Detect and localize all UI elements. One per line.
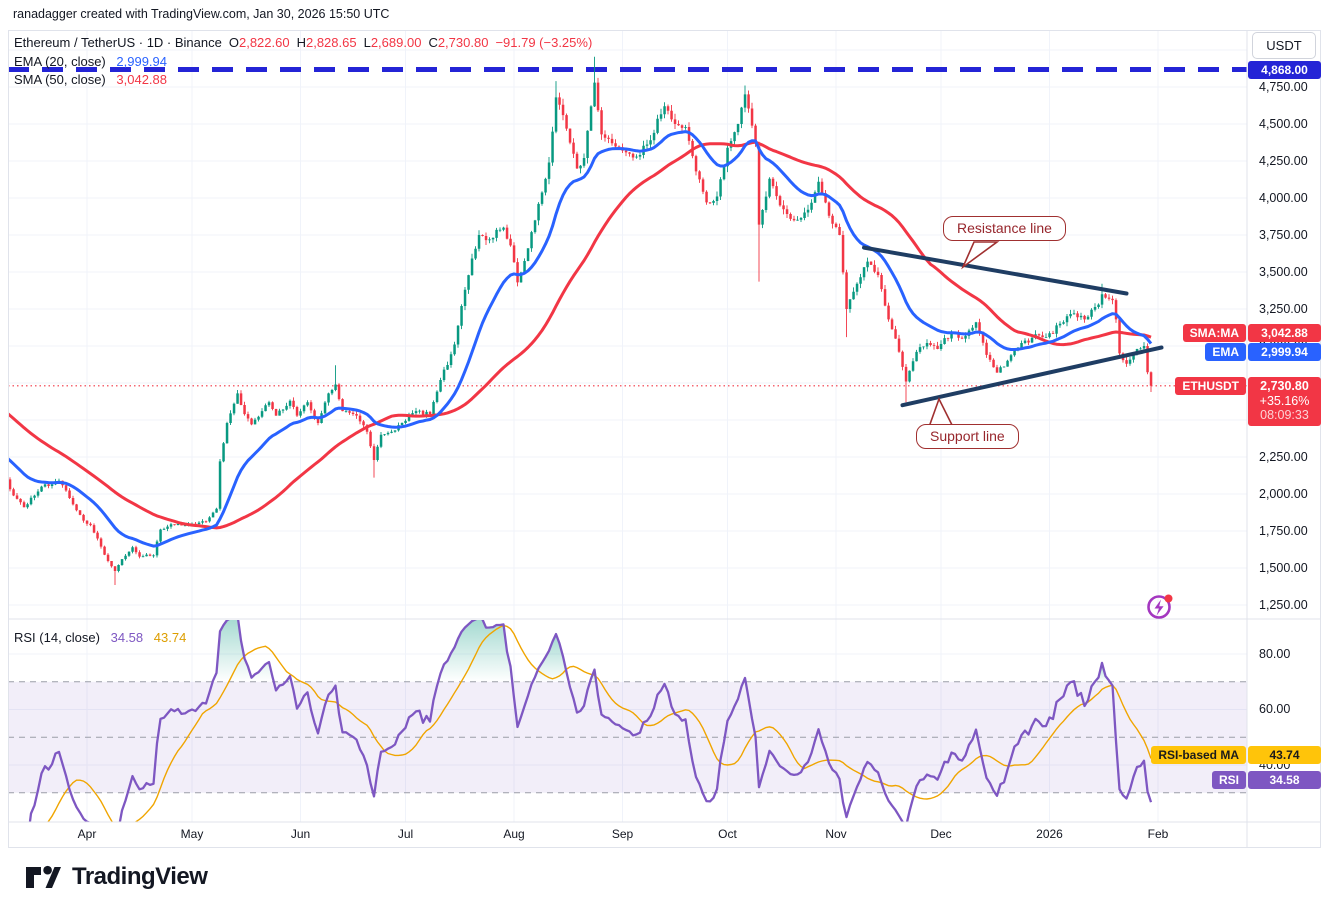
rsi-overbought-fill	[212, 620, 274, 682]
ema-line	[8, 130, 1153, 548]
resistance-bubble-tail	[961, 241, 1000, 270]
support-bubble-tail	[927, 396, 955, 428]
candles-up-wicks	[27, 56, 1145, 573]
candles-down-bodies	[8, 82, 1153, 571]
tradingview-logo[interactable]: TradingView	[25, 862, 208, 891]
sma-line	[8, 140, 1152, 530]
tradingview-logo-mark	[26, 865, 61, 888]
chart-canvas[interactable]	[8, 30, 1321, 848]
support-trendline[interactable]	[900, 345, 1164, 408]
brand-name: TradingView	[72, 862, 208, 890]
rsi-line	[28, 620, 1153, 822]
header-credit: ranadagger created with TradingView.com,…	[13, 7, 390, 21]
rsi-overbought-fill	[438, 620, 513, 682]
rsi-ma-line	[47, 624, 1152, 822]
resistance-trendline[interactable]	[862, 245, 1129, 296]
